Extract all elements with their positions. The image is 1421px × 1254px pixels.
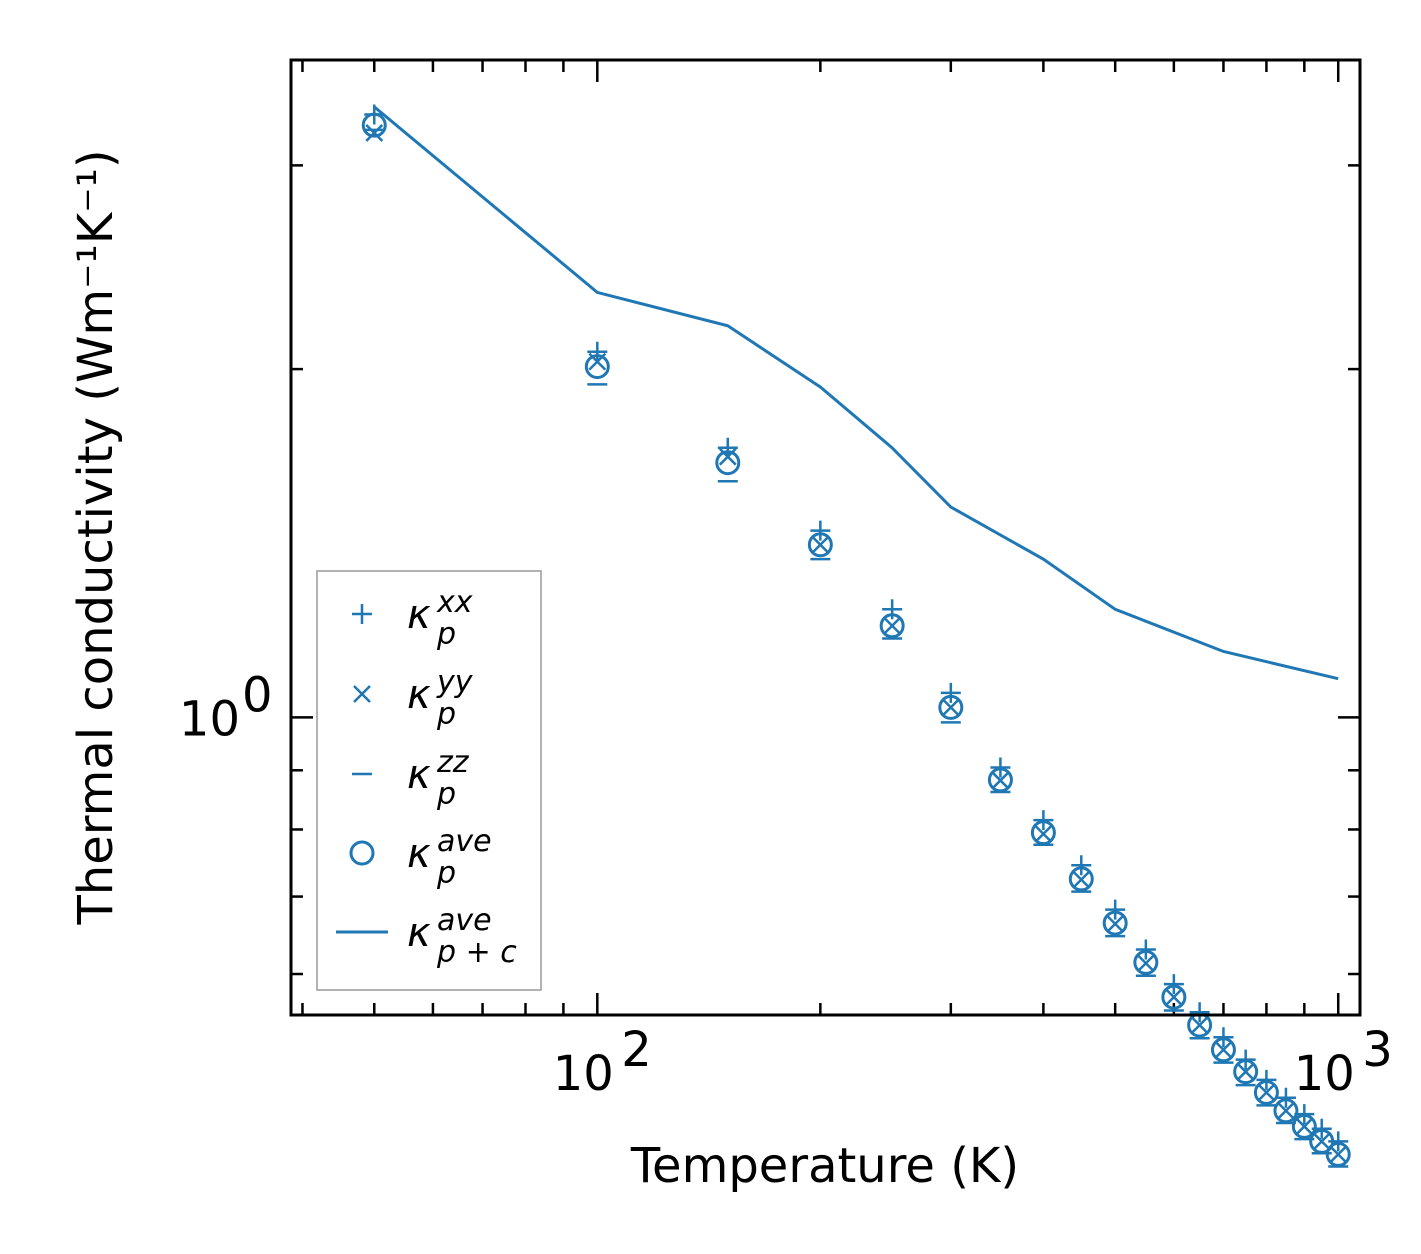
data-point-x [1236, 1062, 1255, 1081]
data-point-x [718, 447, 737, 466]
data-point-x [1214, 1040, 1233, 1059]
plot-frame [289, 58, 1362, 1017]
x-tick-label-base: 10 [553, 1046, 614, 1102]
data-point-x [1136, 954, 1155, 973]
x-tick-label-exponent: 2 [621, 1022, 652, 1078]
legend-label: κ [407, 831, 431, 877]
series-line-kappa-p-plus-c-ave [373, 105, 1339, 681]
data-point-circle [938, 694, 964, 720]
series-circle [361, 112, 1351, 1167]
y-axis-label: Thermal conductivity (Wm⁻¹K⁻¹) [68, 149, 124, 925]
legend-marker-plus [352, 604, 372, 624]
series-x [365, 124, 1348, 1164]
data-point-circle [1309, 1128, 1335, 1154]
y-tick-label-base: 10 [179, 691, 240, 747]
data-point-circle [1325, 1141, 1351, 1167]
data-point-plus [1071, 855, 1092, 876]
legend-label: κ [407, 910, 431, 956]
data-point-circle [1102, 910, 1128, 936]
legend-label-superscript: zz [436, 745, 470, 780]
data-point-plus [717, 437, 738, 458]
data-point-plus [940, 682, 961, 703]
data-point-x [1164, 988, 1183, 1007]
data-point-circle [1133, 949, 1159, 975]
legend-label-subscript: p + c [436, 935, 517, 970]
data-point-plus [1275, 1087, 1296, 1108]
legend-label-subscript: p [436, 697, 456, 732]
data-point-circle [715, 450, 741, 476]
data-point-plus [1135, 939, 1156, 960]
data-point-circle [1291, 1113, 1317, 1139]
data-point-x [1257, 1083, 1276, 1102]
data-point-plus [1213, 1027, 1234, 1048]
data-point-circle [1030, 820, 1056, 846]
data-point-x [991, 771, 1010, 790]
data-point-circle [1210, 1037, 1236, 1063]
data-point-x [941, 698, 960, 717]
data-point-circle [1253, 1079, 1279, 1105]
data-point-x [365, 124, 384, 142]
data-point-x [1072, 870, 1091, 889]
legend-label-superscript: xx [436, 585, 473, 620]
data-point-circle [361, 112, 387, 138]
legend-label-superscript: ave [437, 824, 492, 859]
data-point-x [1295, 1117, 1314, 1136]
data-point-x [1329, 1145, 1348, 1164]
legend-marker-x [353, 685, 371, 703]
legend-label: κ [407, 672, 431, 718]
legend-label-subscript: p [436, 856, 456, 891]
data-point-x [1034, 825, 1053, 843]
axis-ticks [291, 60, 1360, 1015]
legend-label: κ [407, 752, 431, 798]
data-point-circle [1068, 866, 1094, 892]
data-point-circle [987, 767, 1013, 793]
data-point-plus [1256, 1069, 1277, 1090]
tick-labels: 10 2 10 310 0 [179, 667, 1393, 1102]
legend-label-subscript: p [436, 777, 456, 812]
data-point-plus [810, 520, 831, 541]
legend-label: κ [407, 592, 431, 638]
data-point-circle [807, 532, 833, 558]
legend-label-superscript: yy [436, 665, 474, 700]
x-tick-label-exponent: 3 [1362, 1022, 1393, 1078]
y-tick-label-exponent: 0 [242, 667, 273, 723]
data-point-plus [1189, 1002, 1210, 1023]
data-point-x [883, 616, 902, 635]
x-axis-label: Temperature (K) [630, 1138, 1019, 1194]
data-point-plus [1105, 899, 1126, 920]
data-point-circle [1273, 1098, 1299, 1124]
data-point-x [1312, 1132, 1331, 1151]
marker-series-group [361, 104, 1351, 1168]
legend-label-superscript: ave [437, 903, 492, 938]
legend-marker-circle [349, 840, 375, 866]
data-point-circle [879, 613, 905, 639]
data-point-circle [1161, 984, 1187, 1010]
legend-frame [316, 570, 542, 991]
data-point-plus [587, 341, 608, 362]
legend-label-subscript: p [436, 617, 456, 652]
data-point-x [811, 535, 830, 554]
data-point-plus [1163, 974, 1184, 995]
x-tick-label-base: 10 [1294, 1046, 1355, 1102]
data-point-circle [584, 354, 610, 380]
data-point-x [1277, 1101, 1295, 1120]
data-point-x [1190, 1016, 1209, 1034]
line-series-group [373, 105, 1339, 681]
data-point-x [1106, 914, 1125, 933]
data-point-circle [1233, 1059, 1259, 1085]
